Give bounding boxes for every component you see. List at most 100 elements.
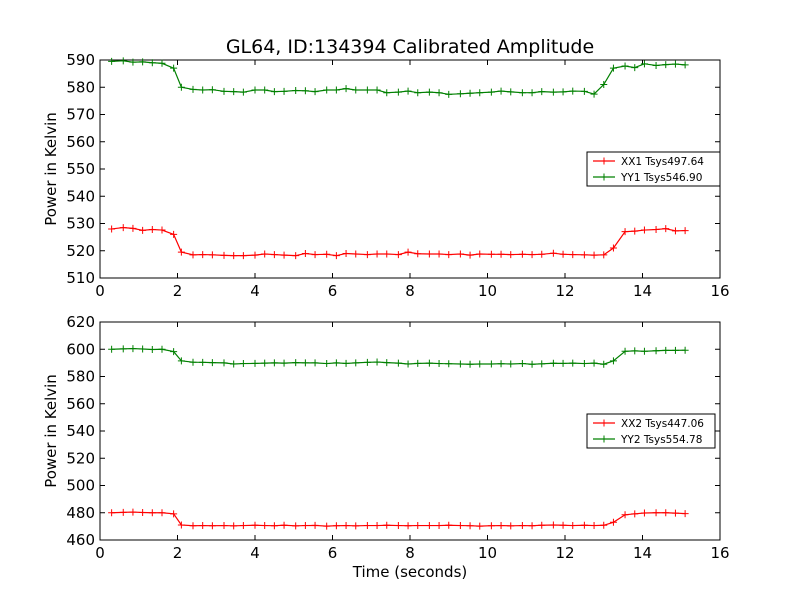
chart-1-series-xx-point — [435, 250, 443, 258]
chart-1-x-tick-label: 10 — [478, 282, 497, 300]
chart-2-series-xx-point — [590, 522, 598, 530]
chart-1-series-yy-point — [445, 90, 453, 98]
chart-1-x-tick-label: 4 — [250, 282, 260, 300]
chart-1-series-yy-point — [425, 88, 433, 96]
chart-1-series-xx-point — [414, 250, 422, 258]
chart-1-series-yy-point — [631, 64, 639, 72]
chart-2-y-tick-label: 540 — [66, 422, 95, 440]
chart-1-y-tick-label: 590 — [66, 51, 95, 69]
chart-1-x-tick-label: 12 — [555, 282, 574, 300]
chart-1-series-xx-point — [640, 226, 648, 234]
chart-1-series-yy-point — [652, 61, 660, 69]
chart-2-series-yy-point — [652, 347, 660, 355]
chart-1-series-yy-point — [671, 60, 679, 68]
chart-2-series-xx-point — [352, 522, 360, 530]
chart-2-series-yy-point — [270, 359, 278, 367]
chart-2-series-xx-point — [404, 522, 412, 530]
chart-2-series-yy-point — [590, 359, 598, 367]
chart-1-series-xx-point — [230, 252, 238, 260]
chart-2-series-xx-point — [414, 522, 422, 530]
chart-1-series-xx-point — [383, 250, 391, 258]
chart-2-y-tick-label: 460 — [66, 531, 95, 549]
chart-1-series-xx-point — [404, 248, 412, 256]
chart-2-legend-yy-marker — [600, 435, 608, 443]
chart-1-series-xx-point — [609, 244, 617, 252]
chart-1-x-tick-label: 14 — [633, 282, 652, 300]
chart-2-series-yy-point — [373, 358, 381, 366]
chart-2-series-xx-point — [239, 522, 247, 530]
chart-2-series-yy-point — [414, 359, 422, 367]
chart-2-x-tick-label: 2 — [173, 544, 183, 562]
chart-2-series-yy-point — [681, 346, 689, 354]
chart-2-series-xx-point — [199, 522, 207, 530]
chart-2-series-yy-point — [528, 360, 536, 368]
chart-1-series-xx-point — [681, 227, 689, 235]
chart-2-series-xx-point — [435, 522, 443, 530]
chart-1-series-yy-point — [528, 89, 536, 97]
chart-2-series-yy-point — [239, 360, 247, 368]
chart-1-series-xx-point — [538, 250, 546, 258]
chart-1-y-tick-label: 520 — [66, 242, 95, 260]
chart-1-series-yy-point — [435, 89, 443, 97]
chart-1-series-xx-point — [129, 224, 137, 232]
chart-2-series-xx-point — [280, 521, 288, 529]
chart-2-series-yy-point — [662, 346, 670, 354]
chart-2-x-tick-label: 12 — [555, 544, 574, 562]
chart-2-series-xx-point — [158, 509, 166, 517]
chart-2-series-yy-point — [621, 347, 629, 355]
chart-1-legend-box — [586, 151, 721, 187]
chart-2-x-tick-label: 16 — [710, 544, 729, 562]
chart-2-series-yy-point — [220, 359, 228, 367]
chart-1-series-xx-point — [332, 252, 340, 260]
chart-2-series-xx-point — [301, 522, 309, 530]
chart-1-series-xx-point — [199, 251, 207, 259]
chart-1-series-yy-point — [580, 87, 588, 95]
chart-1-series-yy-point — [621, 62, 629, 70]
chart-1-series-xx-point — [497, 250, 505, 258]
chart-2-series-xx-point — [528, 522, 536, 530]
chart-1-series-yy-point — [363, 86, 371, 94]
chart-1-series-xx-point — [148, 225, 156, 233]
chart-1-series-xx-point — [671, 227, 679, 235]
chart-2-series-yy-point — [129, 345, 137, 353]
chart-2-series-xx-point — [170, 510, 178, 518]
chart-1-series-xx-point — [466, 251, 474, 259]
chart-2-series-xx-point — [148, 509, 156, 517]
chart-2-x-tick-label: 8 — [405, 544, 415, 562]
chart-1-series-yy-point — [456, 90, 464, 98]
chart-1-y-tick-label: 560 — [66, 133, 95, 151]
chart-1-series-xx-point — [352, 250, 360, 258]
chart-2-y-axis-label: Power in Kelvin — [42, 374, 60, 488]
chart-1-legend-xx-label: XX1 Tsys497.64 — [621, 156, 704, 168]
chart-1-series-xx-point — [170, 230, 178, 238]
chart-1-series-xx-point — [108, 225, 116, 233]
chart-2-series-yy-point — [251, 359, 259, 367]
chart-1-series-xx-point — [323, 250, 331, 258]
chart-2-series-xx-point — [189, 522, 197, 530]
chart-2-x-tick-label: 14 — [633, 544, 652, 562]
chart-2-series-yy-point — [261, 359, 269, 367]
chart-2-series-xx-point — [445, 521, 453, 529]
chart-1-y-axis-label: Power in Kelvin — [42, 112, 60, 226]
chart-2-series-xx-point — [518, 522, 526, 530]
chart-2-series-xx-point — [621, 511, 629, 519]
chart-2-series-xx-point — [662, 509, 670, 517]
chart-2-y-tick-label: 480 — [66, 504, 95, 522]
chart-2-series-xx-point — [456, 522, 464, 530]
chart-1-series-xx-point — [662, 225, 670, 233]
chart-1-series-yy-point — [394, 88, 402, 96]
chart-1-series-xx-point — [476, 250, 484, 258]
chart-2-series-yy-point — [363, 358, 371, 366]
chart-2-series-xx-point — [208, 522, 216, 530]
chart-2-legend-xx-marker — [600, 419, 608, 427]
chart-2-series-xx-point — [580, 521, 588, 529]
chart-1-series-xx-point — [119, 224, 127, 232]
chart-1-series-yy-point — [220, 87, 228, 95]
chart-2-series-xx-point — [270, 522, 278, 530]
chart-2-series-xx-point — [681, 510, 689, 518]
chart-1-series-yy-point — [487, 88, 495, 96]
chart-1-series-xx-point — [528, 251, 536, 259]
chart-2-series-yy-point — [425, 359, 433, 367]
chart-1-series-yy-point — [148, 59, 156, 67]
chart-1-y-tick-label: 570 — [66, 106, 95, 124]
